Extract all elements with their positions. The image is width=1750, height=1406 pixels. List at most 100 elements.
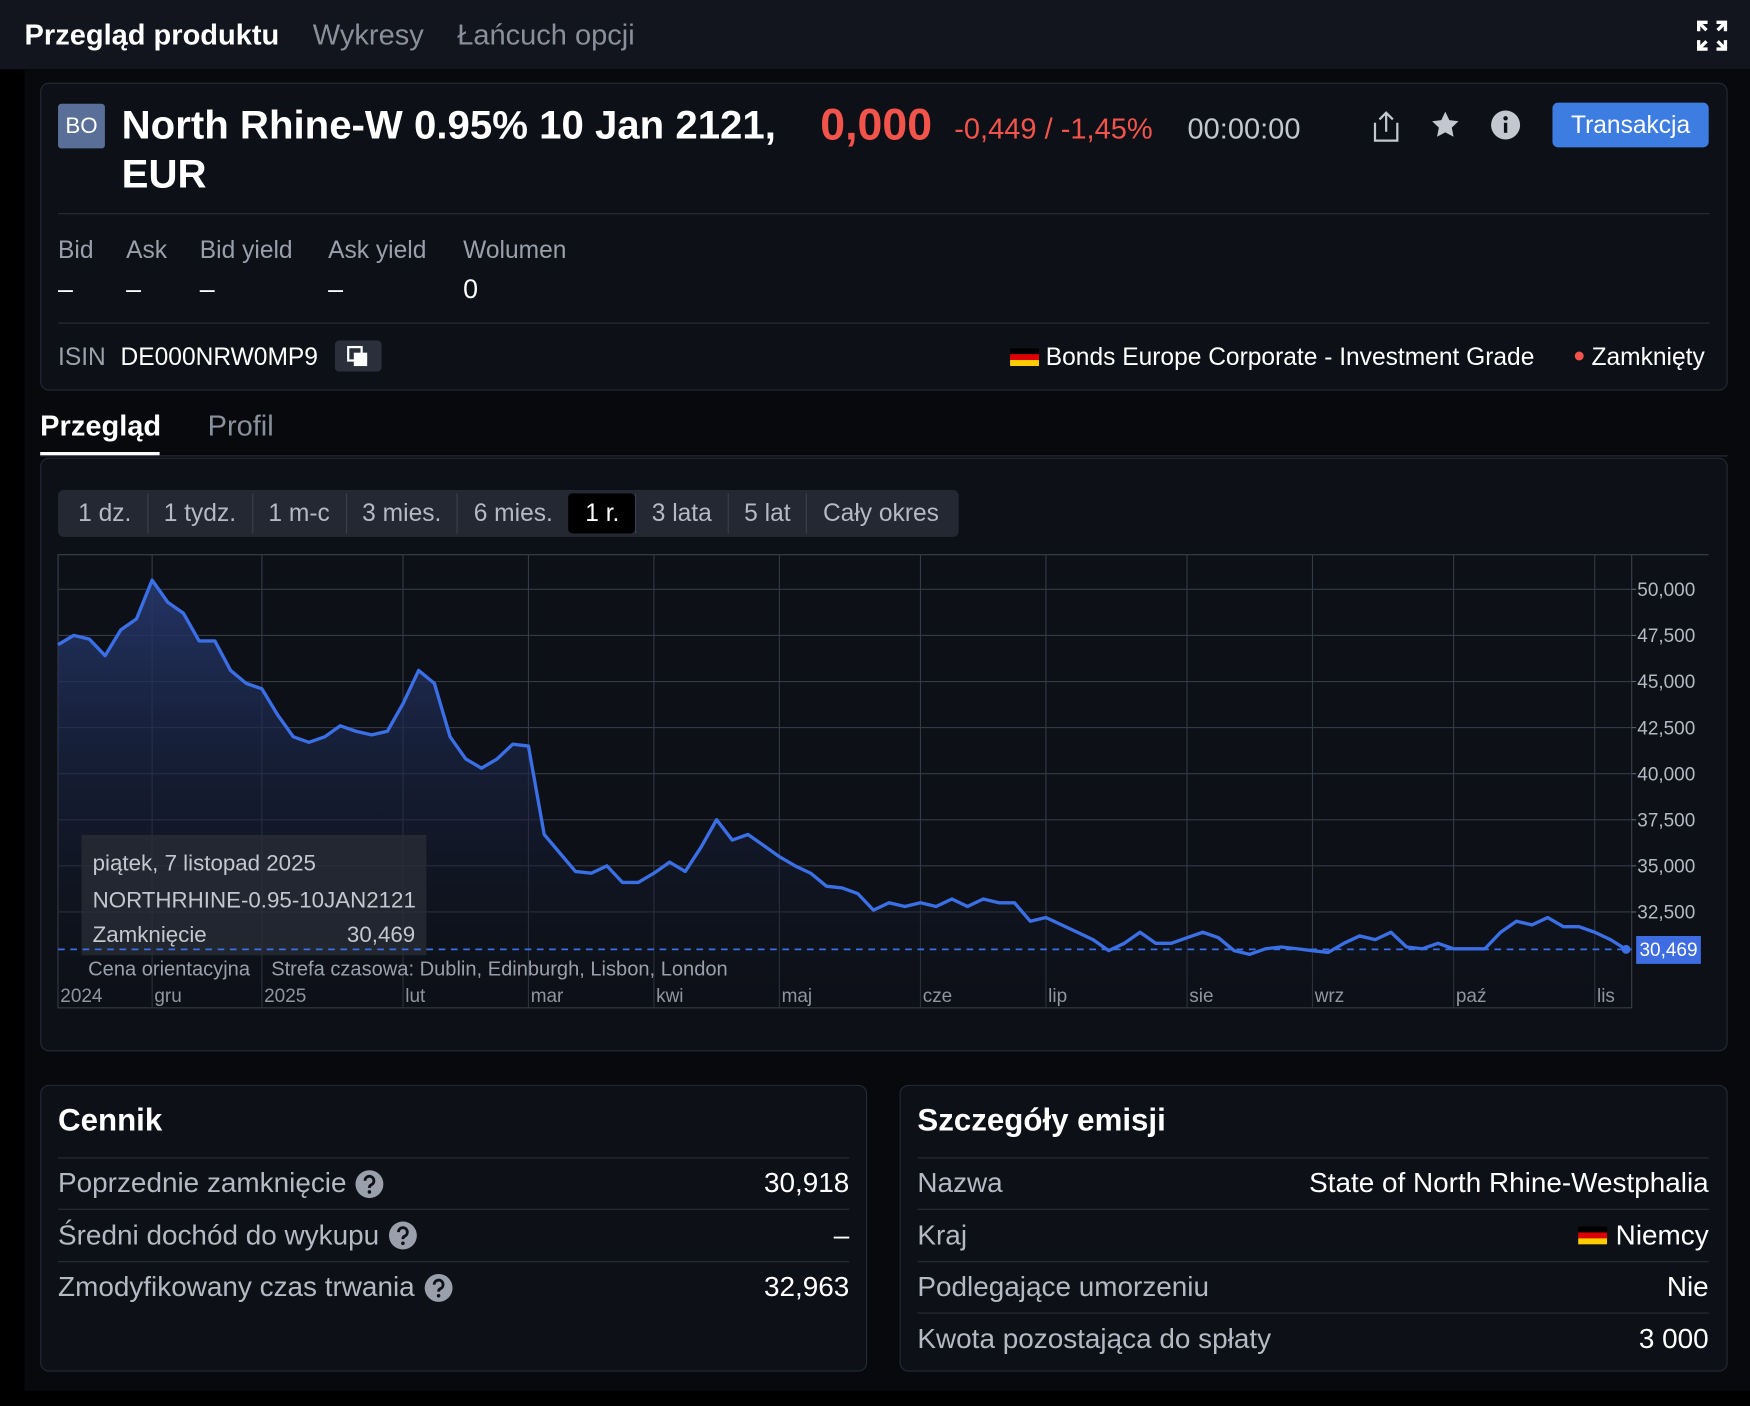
y-tick-label: 32,500: [1637, 903, 1695, 924]
range-button[interactable]: 1 dz.: [78, 498, 132, 527]
range-button[interactable]: 1 r.: [568, 493, 635, 534]
card-title: Szczegóły emisji: [917, 1102, 1166, 1138]
divider: [58, 1260, 850, 1262]
row-label: Podlegające umorzeniu: [917, 1271, 1210, 1303]
row-label: Zmodyfikowany czas trwania: [58, 1271, 453, 1303]
row-value: –: [833, 1219, 850, 1251]
divider: [917, 1260, 1709, 1262]
divider: [40, 455, 1728, 457]
isin-label: ISIN: [58, 342, 106, 371]
quote-label: Ask yield: [328, 235, 427, 264]
row-label: Kwota pozostająca do spłaty: [917, 1323, 1272, 1355]
info-icon[interactable]: [1490, 109, 1521, 140]
divider: [917, 1157, 1709, 1159]
market: Bonds Europe Corporate - Investment Grad…: [1045, 342, 1535, 371]
pricing-card: [40, 1084, 868, 1372]
range-button[interactable]: Cały okres: [806, 493, 954, 534]
title: North Rhine-W 0.95% 10 Jan 2121, EUR: [121, 101, 776, 197]
row-value: Niemcy: [1577, 1219, 1709, 1251]
row-label: Poprzednie zamknięcie: [58, 1167, 384, 1199]
fullscreen-icon[interactable]: [1695, 19, 1728, 52]
row-label: Nazwa: [917, 1167, 1003, 1199]
top-tab[interactable]: Wykresy: [312, 17, 424, 52]
header-card: [40, 82, 1728, 391]
row-label: Średni dochód do wykupu: [58, 1219, 417, 1251]
quote-label: Bid: [58, 235, 94, 264]
y-tick-label: 42,500: [1637, 718, 1695, 739]
row-value: 3 000: [1638, 1323, 1709, 1355]
tab-underline: [40, 452, 160, 456]
range-button[interactable]: 6 mies.: [456, 493, 569, 534]
badge: BO: [58, 103, 105, 149]
quote-label: Bid yield: [199, 235, 293, 264]
y-tick-label: 47,500: [1637, 626, 1695, 647]
help-icon[interactable]: [388, 1221, 417, 1250]
divider: [58, 1208, 850, 1210]
price: 0,000: [820, 100, 933, 150]
help-icon[interactable]: [424, 1273, 453, 1302]
top-tab[interactable]: Przegląd produktu: [24, 17, 280, 52]
price-tag-label: 30,469: [1640, 940, 1698, 961]
range-selector: 1 dz. 1 tydz. 1 m-c 3 mies. 6 mies. 1 r. 3 lat…: [58, 489, 960, 537]
tooltip-symbol: NORTHRHINE-0.95-10JAN2121: [93, 887, 416, 912]
change: -0,449 / -1,45%: [954, 111, 1153, 146]
flag-icon: [1010, 348, 1040, 367]
row-label: Kraj: [917, 1219, 968, 1251]
y-tick-label: 37,500: [1637, 810, 1695, 831]
range-button[interactable]: 1 m-c: [251, 493, 346, 534]
divider: [58, 213, 1710, 215]
tooltip: [81, 834, 427, 956]
divider: [917, 1312, 1709, 1314]
divider: [58, 322, 1710, 324]
isin-value: DE000NRW0MP9: [120, 342, 318, 371]
time: 00:00:00: [1187, 111, 1301, 146]
area: [58, 580, 1627, 1008]
y-tick-label: 45,000: [1637, 672, 1695, 693]
row-value: 32,963: [763, 1271, 850, 1303]
last-point: [1621, 944, 1631, 954]
status: Zamknięty: [1591, 342, 1705, 371]
footer-note: Cena orientacyjna: [88, 958, 251, 980]
range-button[interactable]: 3 lata: [634, 493, 727, 534]
row-value: Nie: [1666, 1271, 1709, 1303]
quote-value: –: [199, 274, 215, 305]
divider: [58, 1157, 850, 1159]
quote-value: –: [126, 274, 142, 305]
quote-label: Wolumen: [463, 235, 567, 264]
quote-value: –: [328, 274, 344, 305]
price-tag: [1636, 935, 1701, 964]
divider: [917, 1208, 1709, 1210]
status-dot: [1574, 351, 1584, 361]
share-icon[interactable]: [1371, 109, 1402, 145]
line: [57, 578, 1628, 957]
range-button[interactable]: 1 tydz.: [146, 493, 252, 534]
quote-value: –: [58, 274, 73, 305]
tooltip-label: Zamknięcie: [93, 922, 207, 947]
y-tick-label: 40,000: [1637, 764, 1695, 785]
tab[interactable]: Przegląd: [40, 408, 162, 442]
trade-button[interactable]: Transakcja: [1552, 102, 1709, 148]
top-tab[interactable]: Łańcuch opcji: [457, 17, 635, 52]
tab[interactable]: Profil: [207, 408, 274, 442]
card-title: Cennik: [58, 1102, 163, 1138]
quote-value: 0: [463, 274, 479, 305]
top-tabs: Przegląd produktu Wykresy Łańcuch opcji: [25, 18, 635, 53]
copy-button[interactable]: [334, 340, 382, 372]
quote-label: Ask: [126, 235, 168, 264]
footer-note: Strefa czasowa: Dublin, Edinburgh, Lisbo…: [271, 958, 728, 980]
range-button[interactable]: 5 lat: [727, 493, 806, 534]
help-icon[interactable]: [355, 1169, 384, 1198]
tooltip-value: 30,469: [347, 922, 415, 947]
tooltip-date: piątek, 7 listopad 2025: [93, 851, 316, 876]
y-tick-label: 35,000: [1637, 857, 1695, 878]
star-icon[interactable]: [1430, 109, 1461, 140]
y-tick-label: 50,000: [1637, 580, 1695, 601]
flag-icon: [1577, 1226, 1607, 1245]
range-button[interactable]: 3 mies.: [345, 493, 457, 534]
row-value: 30,918: [763, 1167, 850, 1199]
top-bar: [0, 0, 1750, 70]
row-value: State of North Rhine-Westphalia: [1309, 1167, 1709, 1199]
